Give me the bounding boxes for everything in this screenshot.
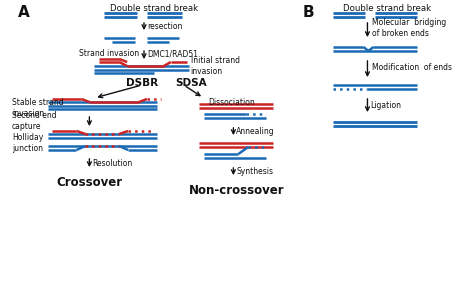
Text: Non-crossover: Non-crossover <box>189 184 284 197</box>
Text: Molecular  bridging
of broken ends: Molecular bridging of broken ends <box>373 18 447 38</box>
Text: DSBR: DSBR <box>126 78 158 88</box>
Text: B: B <box>303 5 315 20</box>
Text: Holliday
junction: Holliday junction <box>12 133 43 153</box>
Text: Double strand break: Double strand break <box>343 4 431 13</box>
Text: Initial strand
invasion: Initial strand invasion <box>191 56 240 76</box>
Text: Stable strand
invasion: Stable strand invasion <box>12 98 64 118</box>
Text: Double strand break: Double strand break <box>110 4 198 13</box>
Text: DMC1/RAD51: DMC1/RAD51 <box>147 49 198 58</box>
Text: Second end
capture: Second end capture <box>12 111 56 131</box>
Text: SDSA: SDSA <box>175 78 207 88</box>
Text: Dissociation: Dissociation <box>209 98 255 107</box>
Text: Annealing: Annealing <box>237 127 275 136</box>
Text: Modification  of ends: Modification of ends <box>373 63 452 72</box>
Text: Ligation: Ligation <box>370 101 401 110</box>
Text: Strand invasion: Strand invasion <box>79 49 139 58</box>
Text: Crossover: Crossover <box>56 176 122 189</box>
Text: Resolution: Resolution <box>92 159 133 167</box>
Text: Synthesis: Synthesis <box>237 167 273 176</box>
Text: resection: resection <box>147 22 182 31</box>
Text: A: A <box>18 5 30 20</box>
